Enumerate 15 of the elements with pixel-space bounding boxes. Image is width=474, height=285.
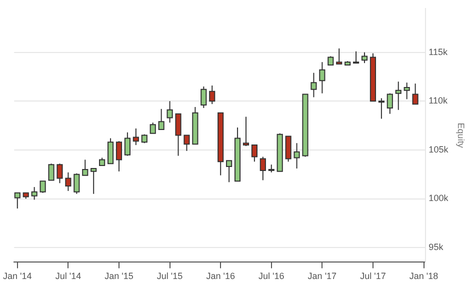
- x-tick-label: Jan '16: [206, 271, 235, 282]
- x-tick-label: Jul '15: [156, 271, 183, 282]
- y-tick-label: 105k: [428, 144, 449, 154]
- x-tick-label: Jan '14: [3, 271, 32, 282]
- x-tick-label: Jan '18: [409, 271, 438, 282]
- y-tick-label: 110k: [428, 96, 448, 106]
- x-tick-label: Jul '14: [55, 271, 82, 282]
- x-tick-label: Jul '17: [360, 271, 386, 282]
- y-tick-label: 115k: [428, 46, 448, 57]
- x-tick-label: Jan '17: [308, 271, 337, 282]
- y-axis-title: Equity: [456, 122, 466, 148]
- x-tick-label: Jul '16: [258, 271, 284, 282]
- y-tick-label: 100k: [428, 193, 449, 204]
- y-tick-label: 95k: [428, 242, 444, 252]
- x-tick-label: Jan '15: [104, 271, 134, 282]
